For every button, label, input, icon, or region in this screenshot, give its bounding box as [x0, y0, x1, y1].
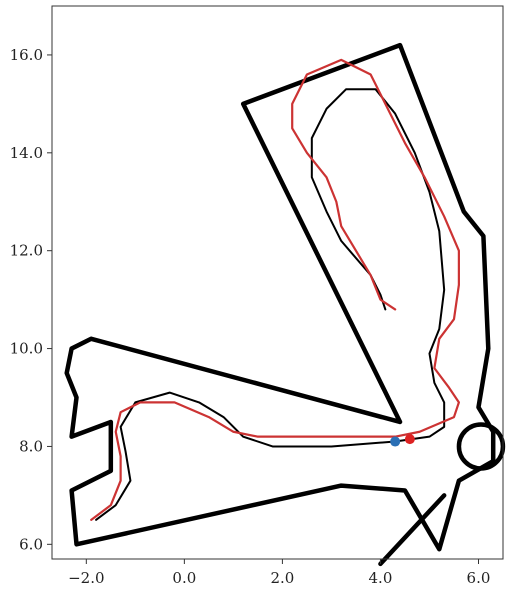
planned-path-line — [90, 58, 460, 521]
x-tick-label: 6.0 — [467, 569, 491, 587]
x-axis: −2.0 0.0 2.0 4.0 6.0 — [68, 559, 490, 587]
x-tick-label: 4.0 — [369, 569, 393, 587]
series-layer — [64, 42, 506, 567]
points-layer — [390, 434, 415, 447]
environment-outline-line — [64, 42, 496, 552]
current-position-marker — [390, 436, 401, 447]
x-tick-label: 0.0 — [172, 569, 196, 587]
y-tick-label: 6.0 — [19, 535, 43, 553]
y-tick-label: 14.0 — [10, 144, 43, 162]
exit-corridor-line — [378, 493, 447, 567]
x-tick-label: −2.0 — [68, 569, 104, 587]
y-tick-label: 10.0 — [10, 340, 43, 358]
y-tick-label: 12.0 — [10, 242, 43, 260]
x-tick-label: 2.0 — [270, 569, 294, 587]
y-tick-label: 16.0 — [10, 46, 43, 64]
axes-frame — [51, 5, 504, 560]
y-tick-label: 8.0 — [19, 437, 43, 455]
goal-position-marker — [404, 434, 415, 445]
y-axis: 6.0 8.0 10.0 12.0 14.0 16.0 — [10, 46, 52, 553]
